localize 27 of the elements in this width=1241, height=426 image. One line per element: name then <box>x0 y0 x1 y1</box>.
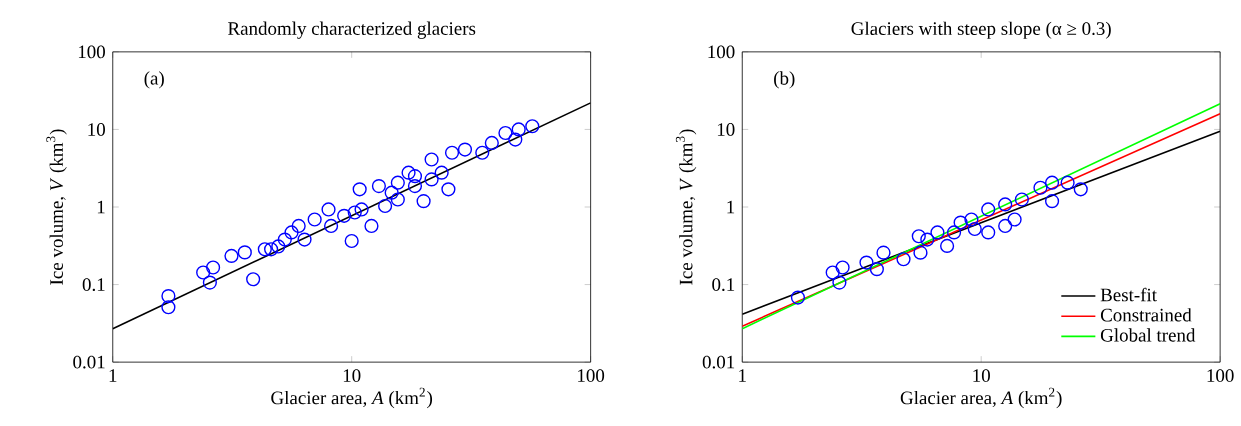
x-tick-label: 100 <box>1207 369 1234 382</box>
x-tick-label: 1 <box>739 369 746 382</box>
x-axis-title: Glacier area, A (km$^{2}$) <box>900 387 1062 409</box>
y-tick-label: 100 <box>708 45 735 59</box>
y-tick-label: 100 <box>78 45 105 59</box>
chart-title: Glaciers with steep slope (α ≥ 0.3) <box>851 21 1111 39</box>
legend-label: Constrained <box>1100 308 1192 322</box>
x-tick-label: 1 <box>109 369 117 382</box>
y-tick-label: 1 <box>97 200 105 214</box>
annotation: (a) <box>144 71 164 89</box>
y-axis-title: Ice volume, V (km$^{3}$) <box>46 129 67 285</box>
x-tick-label: 10 <box>343 369 361 382</box>
legend-label: Global trend <box>1100 328 1196 342</box>
x-tick-label: 100 <box>578 369 605 382</box>
x-axis-title: Glacier area, A (km$^{2}$) <box>271 387 433 409</box>
y-tick-label: 0.1 <box>712 278 735 292</box>
chart-title: Randomly characterized glaciers <box>228 21 476 39</box>
y-tick-label: 0.01 <box>702 355 735 369</box>
legend-label: Best-fit <box>1100 287 1157 302</box>
y-tick-label: 0.01 <box>73 355 105 369</box>
x-tick-label: 10 <box>973 369 990 382</box>
y-tick-label: 10 <box>88 123 105 136</box>
y-tick-label: 1 <box>727 200 735 214</box>
y-tick-label: 10 <box>717 123 735 136</box>
y-axis-title: Ice volume, V (km$^{3}$) <box>675 129 697 285</box>
y-tick-label: 0.1 <box>82 278 105 292</box>
annotation: (b) <box>774 71 795 89</box>
